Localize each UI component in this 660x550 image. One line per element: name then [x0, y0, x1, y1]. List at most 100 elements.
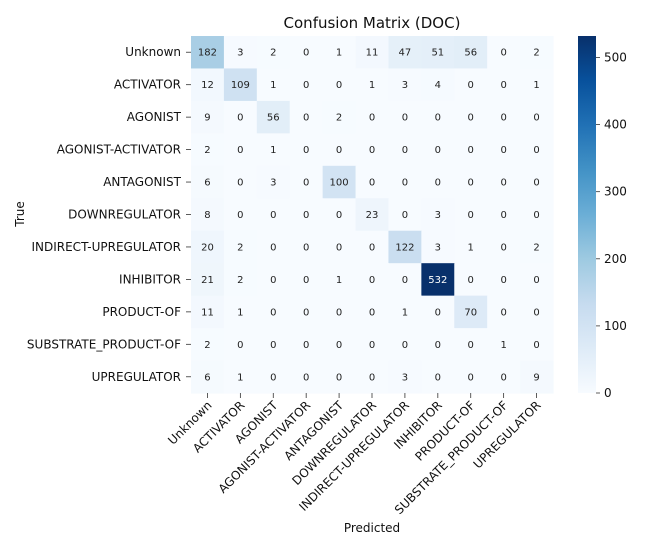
- heatmap-cell: [322, 295, 357, 329]
- row-tick-label: Unknown: [125, 45, 181, 59]
- heatmap-cell: [421, 295, 455, 329]
- heatmap-cell: [289, 100, 324, 134]
- heatmap-cell: [256, 100, 291, 134]
- cell-value-label: 2: [204, 340, 210, 351]
- heatmap-cell: [289, 263, 324, 297]
- cell-value-label: 0: [435, 372, 441, 383]
- heatmap-cell: [256, 68, 291, 102]
- heatmap-cell: [355, 295, 390, 329]
- cell-value-label: 122: [395, 242, 414, 253]
- heatmap-cell: [322, 360, 357, 394]
- heatmap-cell: [388, 68, 422, 102]
- cell-value-label: 0: [500, 242, 506, 253]
- cell-value-label: 20: [201, 242, 214, 253]
- cell-value-label: 1: [369, 80, 375, 91]
- cell-value-label: 0: [402, 340, 408, 351]
- colorbar-ticks: 0 100 200 300 400 500: [596, 50, 627, 400]
- heatmap-cell: [191, 68, 225, 102]
- row-tick-label: INDIRECT-UPREGULATOR: [31, 240, 181, 254]
- heatmap-cell: [421, 133, 455, 167]
- heatmap-cell: [454, 133, 488, 167]
- heatmap-cell: [388, 360, 422, 394]
- cell-value-label: 0: [237, 145, 243, 156]
- cell-value-label: 0: [435, 340, 441, 351]
- heatmap-cell: [223, 133, 258, 167]
- cell-value-label: 0: [270, 275, 276, 286]
- cell-value-label: 0: [270, 307, 276, 318]
- cell-value-label: 51: [431, 48, 444, 59]
- colorbar: [578, 36, 596, 393]
- heatmap-cell: [520, 360, 554, 394]
- cell-value-label: 0: [336, 307, 342, 318]
- cell-value-label: 0: [468, 80, 474, 91]
- heatmap-cell: [256, 198, 291, 232]
- cell-value-label: 0: [468, 372, 474, 383]
- heatmap-cell: [520, 230, 554, 264]
- heatmap-cell: [388, 36, 422, 70]
- heatmap-cell: [256, 263, 291, 297]
- colorbar-tick-label: 400: [604, 118, 627, 132]
- heatmap-cell: [421, 100, 455, 134]
- heatmap-cell: [355, 360, 390, 394]
- cell-value-label: 0: [402, 210, 408, 221]
- cell-value-label: 1: [270, 80, 276, 91]
- heatmap-cell: [289, 295, 324, 329]
- colorbar-tick-label: 500: [604, 50, 627, 64]
- row-tick-label: DOWNREGULATOR: [68, 208, 181, 222]
- heatmap-cell: [520, 263, 554, 297]
- cell-value-label: 1: [402, 307, 408, 318]
- cell-value-label: 0: [468, 178, 474, 189]
- cell-value-label: 0: [303, 210, 309, 221]
- heatmap-cell: [191, 360, 225, 394]
- heatmap-cell: [355, 36, 390, 70]
- row-tick-label: AGONIST: [127, 110, 182, 124]
- cell-value-label: 109: [231, 80, 250, 91]
- cell-value-label: 2: [270, 48, 276, 59]
- cell-value-label: 21: [201, 275, 214, 286]
- cell-value-label: 0: [435, 178, 441, 189]
- cell-value-label: 0: [435, 113, 441, 124]
- cell-value-label: 56: [267, 113, 280, 124]
- heatmap-cell: [421, 230, 455, 264]
- heatmap-cell: [256, 295, 291, 329]
- cell-value-label: 0: [500, 113, 506, 124]
- heatmap-cell: [289, 36, 324, 70]
- heatmap-cell: [421, 165, 455, 199]
- heatmap-cell: [322, 230, 357, 264]
- cell-value-label: 2: [533, 242, 539, 253]
- heatmap-cell: [355, 328, 390, 362]
- heatmap-cell: [223, 328, 258, 362]
- cell-value-label: 0: [270, 242, 276, 253]
- cell-value-label: 0: [468, 340, 474, 351]
- heatmap-cell: [421, 328, 455, 362]
- heatmap-cell: [289, 133, 324, 167]
- cell-value-label: 0: [336, 340, 342, 351]
- heatmap-cell: [421, 360, 455, 394]
- heatmap-cell: [322, 36, 357, 70]
- cell-value-label: 0: [500, 372, 506, 383]
- cell-value-label: 0: [369, 145, 375, 156]
- cell-value-label: 70: [464, 307, 477, 318]
- cell-value-label: 1: [237, 372, 243, 383]
- cell-value-label: 2: [237, 275, 243, 286]
- row-tick-label: ACTIVATOR: [114, 78, 181, 92]
- heatmap-cell: [322, 263, 357, 297]
- cell-value-label: 100: [330, 178, 349, 189]
- heatmap-cell: [322, 100, 357, 134]
- cell-value-label: 0: [533, 307, 539, 318]
- heatmap-cell: [256, 133, 291, 167]
- cell-value-label: 0: [500, 178, 506, 189]
- cell-value-label: 0: [303, 372, 309, 383]
- heatmap-cell: [388, 263, 422, 297]
- heatmap-cell: [487, 133, 521, 167]
- cell-value-label: 0: [435, 145, 441, 156]
- heatmap-cell: [355, 133, 390, 167]
- cell-value-label: 0: [336, 372, 342, 383]
- heatmap-cell: [289, 165, 324, 199]
- heatmap-cell: [322, 68, 357, 102]
- heatmap-cell: [355, 198, 390, 232]
- cell-value-label: 0: [500, 145, 506, 156]
- cell-value-label: 56: [464, 48, 477, 59]
- cell-value-label: 0: [270, 372, 276, 383]
- heatmap-cell: [388, 165, 422, 199]
